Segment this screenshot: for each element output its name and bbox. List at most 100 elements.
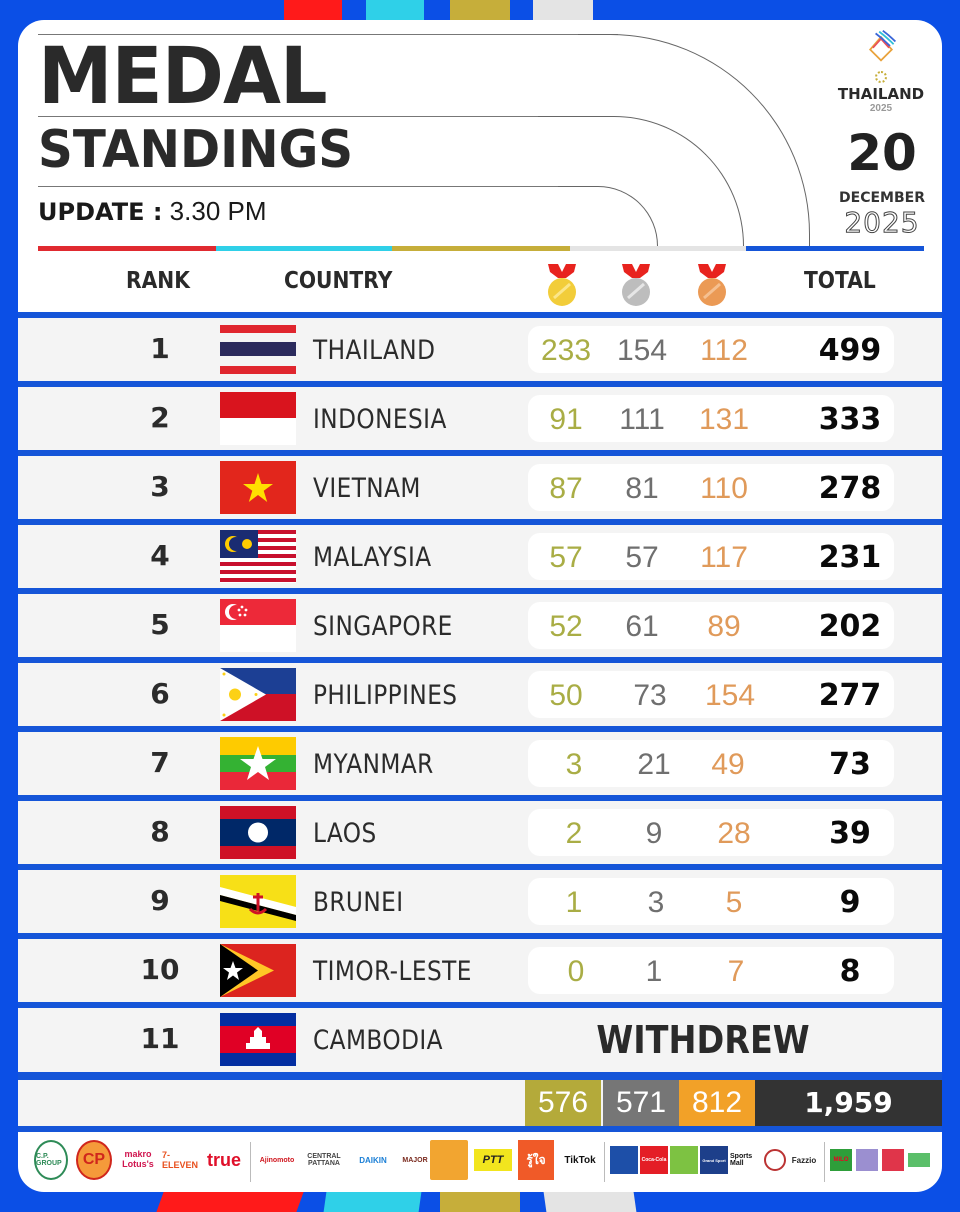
country-name: LAOS: [313, 818, 377, 849]
cambodia-flag-icon: [220, 1013, 296, 1066]
gold-count: 1: [565, 886, 583, 919]
country-name: TIMOR-LESTE: [313, 956, 472, 987]
country-name: BRUNEI: [313, 887, 404, 918]
singapore-flag-icon: [220, 599, 296, 652]
total-count: 499: [818, 333, 882, 368]
country-name: MYANMAR: [313, 749, 434, 780]
silver-count: 81: [625, 472, 659, 505]
decor-stripe-cyan-bottom: [323, 1192, 422, 1212]
bronze-count: 89: [707, 610, 741, 643]
row-divider: [18, 1072, 942, 1080]
table-row: 11 CAMBODIA WITHDREW: [18, 1008, 942, 1072]
update-value: 3.30 PM: [169, 196, 267, 226]
color-bar-red: [38, 246, 216, 251]
country-name: MALAYSIA: [313, 542, 432, 573]
sponsor-circle-logo: [764, 1149, 786, 1171]
column-header-total: TOTAL: [804, 268, 876, 294]
decor-stripe-light: [533, 0, 593, 20]
silver-count: 9: [645, 817, 663, 850]
bronze-count: 28: [717, 817, 751, 850]
medal-counts-pill: [528, 740, 894, 787]
table-row: 4 MALAYSIA 57 57 117 231: [18, 525, 942, 588]
sponsor-blue-logo: [610, 1146, 638, 1174]
gold-count: 0: [567, 955, 585, 988]
row-divider: [18, 864, 942, 870]
total-count: 8: [839, 954, 861, 989]
row-divider: [18, 588, 942, 594]
tiktok-logo: TikTok: [564, 1154, 596, 1166]
philippines-flag-icon: [220, 668, 296, 721]
header-line: [38, 116, 558, 117]
decor-stripe-gold-bottom: [440, 1192, 520, 1212]
milo-logo: MILO: [830, 1149, 852, 1171]
silver-count: 57: [625, 541, 659, 574]
silver-count: 111: [619, 403, 665, 436]
rank-value: 5: [150, 608, 170, 641]
indonesia-flag-icon: [220, 392, 296, 445]
country-name: PHILIPPINES: [313, 680, 458, 711]
color-bar-blue: [746, 246, 924, 251]
update-label: UPDATE :: [38, 198, 163, 226]
total-count: 278: [818, 471, 882, 506]
true-logo: true: [206, 1149, 241, 1170]
games-emblem-icon: [868, 29, 897, 62]
rank-value: 9: [150, 884, 170, 917]
row-divider: [18, 519, 942, 525]
total-count: 73: [829, 747, 871, 782]
date-year: 2025: [844, 206, 920, 240]
total-count: 333: [818, 402, 882, 437]
row-divider: [18, 1126, 942, 1132]
rank-value: 8: [150, 815, 170, 848]
sponsor-badge-logo: [430, 1140, 468, 1180]
makro-lotus-logo: makro Lotus's: [122, 1149, 154, 1169]
country-name: VIETNAM: [313, 473, 421, 504]
rank-value: 2: [150, 401, 170, 434]
header-line: [38, 186, 578, 187]
row-divider: [18, 312, 942, 318]
medal-counts-pill: [528, 533, 894, 580]
medal-counts-pill: [528, 326, 894, 373]
header-line: [38, 34, 618, 35]
laos-flag-icon: [220, 806, 296, 859]
column-header-rank: RANK: [126, 268, 190, 294]
central-pattana-logo: CENTRAL PATTANA: [307, 1153, 341, 1167]
medal-counts-pill: [528, 878, 894, 925]
bronze-count: 117: [700, 541, 748, 574]
bronze-count: 7: [727, 955, 745, 988]
table-row: 6 PHILIPPINES 50 73 154 277: [18, 663, 942, 726]
myanmar-flag-icon: [220, 737, 296, 790]
column-header-country: COUNTRY: [284, 268, 393, 294]
page-subtitle: STANDINGS: [38, 120, 354, 180]
medal-counts-pill: [528, 809, 894, 856]
table-row: 5 SINGAPORE 52 61 89 202: [18, 594, 942, 657]
sponsor-bar: C.P. GROUP CP makro Lotus's 7-ELEVEN tru…: [18, 1132, 942, 1192]
medal-counts-pill: [528, 947, 894, 994]
gold-count: 233: [540, 334, 592, 367]
country-name: INDONESIA: [313, 404, 447, 435]
rank-value: 1: [150, 332, 170, 365]
color-bar-gold: [392, 246, 570, 251]
color-bar-cyan: [216, 246, 392, 251]
sponsor-green-logo: [670, 1146, 698, 1174]
decor-stripe-red: [284, 0, 342, 20]
sea-games-logo: THAILAND 2025: [836, 28, 926, 114]
medal-counts-pill: [528, 671, 894, 718]
table-row: 2 INDONESIA 91 111 131 333: [18, 387, 942, 450]
date-month: DECEMBER: [839, 190, 925, 206]
page-title: MEDAL: [38, 32, 328, 122]
silver-medal-icon: [622, 264, 650, 306]
decor-stripe-gold: [450, 0, 510, 20]
table-row: 1 THAILAND 233 154 112 499: [18, 318, 942, 381]
logo-year: 2025: [869, 103, 893, 114]
gold-count: 87: [549, 472, 583, 505]
bronze-count: 154: [704, 679, 756, 712]
gold-count: 3: [565, 748, 583, 781]
bronze-medal-icon: [698, 264, 726, 306]
total-gold: 576: [525, 1080, 601, 1126]
total-count: 231: [818, 540, 882, 575]
bronze-count: 131: [698, 403, 750, 436]
country-name: CAMBODIA: [313, 1025, 443, 1056]
rank-value: 10: [140, 953, 180, 986]
row-divider: [18, 381, 942, 387]
bronze-count: 5: [725, 886, 743, 919]
